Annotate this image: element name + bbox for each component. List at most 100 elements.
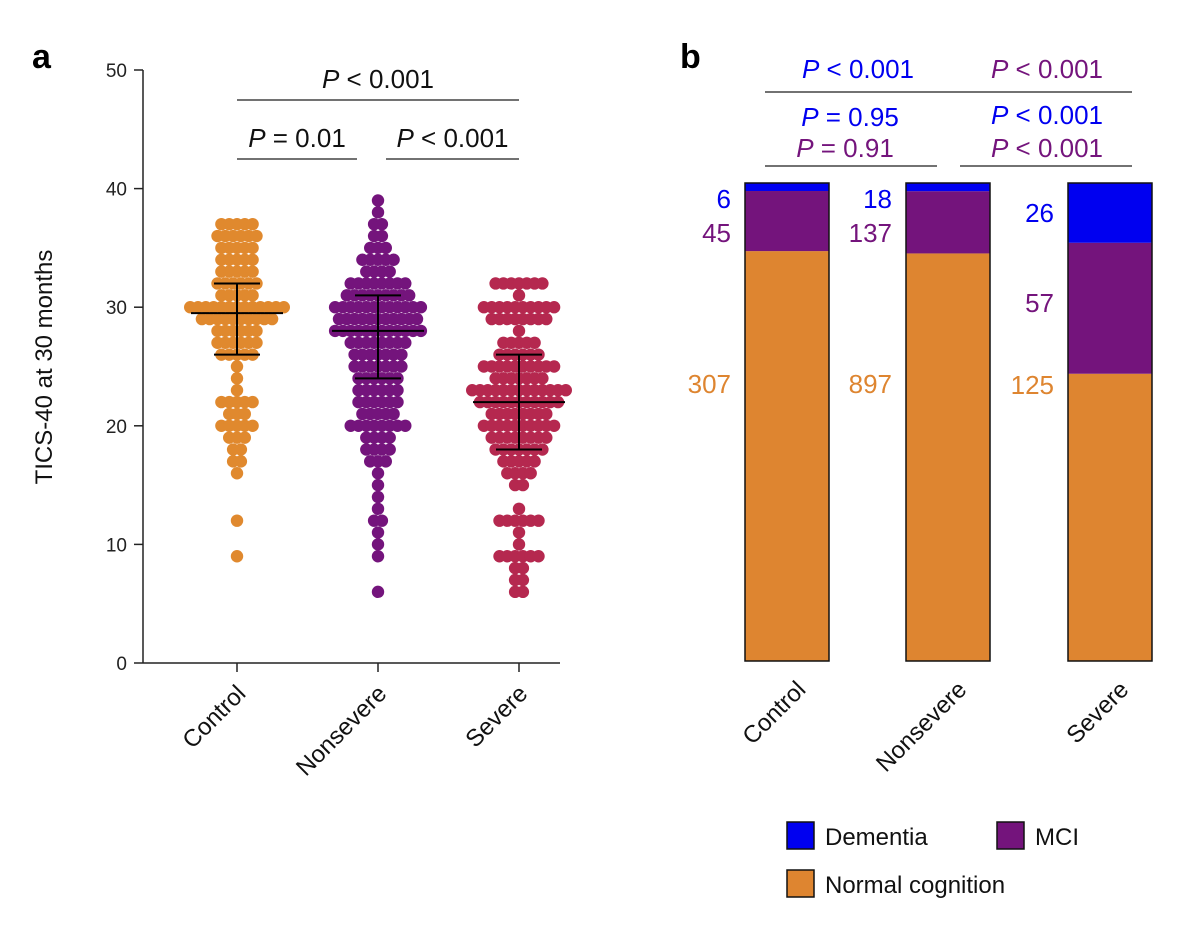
- bar-segment-dementia: [745, 183, 829, 192]
- bar-segment-mci: [906, 191, 990, 254]
- y-tick-label: 30: [106, 298, 127, 319]
- data-point: [230, 384, 244, 397]
- legend: Dementia MCI Normal cognition: [786, 821, 1079, 899]
- x-tick-label-severe: Severe: [460, 680, 533, 753]
- data-point: [250, 229, 263, 243]
- legend-label: MCI: [1035, 824, 1079, 851]
- data-point: [371, 194, 385, 207]
- p-symbol: P: [801, 102, 819, 132]
- data-point: [512, 526, 526, 539]
- data-point: [391, 384, 404, 397]
- data-point: [540, 431, 553, 444]
- data-point: [387, 253, 400, 266]
- data-point: [371, 467, 385, 480]
- dots-nonsevere: [328, 194, 428, 599]
- data-point: [375, 217, 389, 231]
- data-point: [234, 443, 248, 456]
- p-value-dementia: P < 0.001: [802, 54, 914, 84]
- legend-swatch: [786, 821, 815, 850]
- data-point: [512, 324, 526, 338]
- bar-segment-mci: [745, 191, 829, 252]
- bar-segment-normal-cognition: [906, 253, 990, 662]
- data-point: [410, 312, 424, 326]
- p-value: = 0.91: [814, 133, 894, 163]
- bar-segment-dementia: [1068, 183, 1152, 243]
- bar-severe: 26 57 125: [1011, 182, 1153, 662]
- data-point: [234, 455, 248, 468]
- dots-control: [184, 217, 290, 563]
- y-tick-label: 20: [106, 417, 127, 438]
- x-tick-label-nonsevere: Nonsevere: [871, 676, 972, 777]
- data-point: [246, 241, 259, 255]
- value-label-mci: 137: [849, 218, 892, 248]
- data-point: [371, 538, 385, 551]
- p-value-annotation: P = 0.01: [248, 123, 346, 153]
- data-point: [371, 490, 385, 504]
- data-point: [246, 419, 259, 432]
- data-point: [536, 372, 549, 385]
- bar-segment-normal-cognition: [1068, 373, 1152, 661]
- p-value: = 0.01: [266, 123, 346, 153]
- value-label-normal: 307: [688, 369, 731, 399]
- data-point: [230, 550, 244, 563]
- p-value-mci: P = 0.91: [796, 133, 894, 163]
- p-symbol: P: [248, 123, 266, 153]
- data-point: [403, 289, 416, 302]
- data-point: [512, 289, 526, 302]
- data-point: [395, 360, 408, 373]
- data-point: [277, 301, 290, 314]
- bar-outline: [905, 182, 991, 662]
- p-symbol: P: [991, 133, 1009, 163]
- data-point: [246, 265, 259, 278]
- data-point: [230, 360, 244, 373]
- bar-nonsevere: 18 137 897: [849, 182, 991, 662]
- p-symbol: P: [396, 123, 414, 153]
- data-point: [414, 301, 428, 314]
- y-tick-label: 10: [106, 535, 127, 556]
- value-label-normal: 125: [1011, 370, 1054, 400]
- y-axis-label: TICS-40 at 30 months: [31, 250, 58, 485]
- x-tick-label-nonsevere: Nonsevere: [291, 680, 392, 781]
- value-label-mci: 57: [1025, 288, 1054, 318]
- value-label-dementia: 6: [717, 184, 731, 214]
- data-point: [512, 538, 526, 551]
- data-point: [547, 360, 561, 373]
- value-label-mci: 45: [702, 218, 731, 248]
- bar-outline: [1067, 182, 1153, 662]
- p-value: = 0.95: [819, 102, 899, 132]
- data-point: [379, 241, 392, 255]
- data-point: [399, 419, 412, 432]
- data-point: [383, 265, 396, 278]
- data-point: [371, 585, 385, 599]
- p-symbol: P: [322, 64, 340, 94]
- data-point: [383, 443, 396, 456]
- data-point: [250, 336, 263, 349]
- data-point: [516, 478, 530, 492]
- p-value-mci: P < 0.001: [991, 54, 1103, 84]
- data-point: [532, 550, 545, 563]
- p-value: < 0.001: [414, 123, 509, 153]
- data-point: [395, 348, 408, 361]
- data-point: [230, 372, 244, 385]
- data-point: [540, 407, 553, 421]
- panel-label-a: a: [32, 38, 52, 76]
- legend-swatch: [786, 869, 815, 898]
- data-point: [246, 289, 259, 302]
- legend-label: Normal cognition: [825, 872, 1005, 899]
- x-tick-label-control: Control: [737, 676, 811, 750]
- data-point: [246, 217, 259, 231]
- data-point: [265, 312, 279, 326]
- p-value: < 0.001: [1008, 54, 1103, 84]
- legend-swatch: [996, 821, 1025, 850]
- data-point: [371, 526, 385, 539]
- data-point: [246, 395, 259, 409]
- data-point: [371, 206, 385, 219]
- data-point: [230, 514, 244, 527]
- p-value-mci: P < 0.001: [991, 133, 1103, 163]
- p-value-annotation: P < 0.001: [322, 64, 434, 94]
- p-symbol: P: [802, 54, 820, 84]
- panel-label-b: b: [680, 38, 701, 76]
- data-point: [516, 585, 530, 599]
- data-point: [528, 336, 541, 349]
- data-point: [371, 502, 385, 516]
